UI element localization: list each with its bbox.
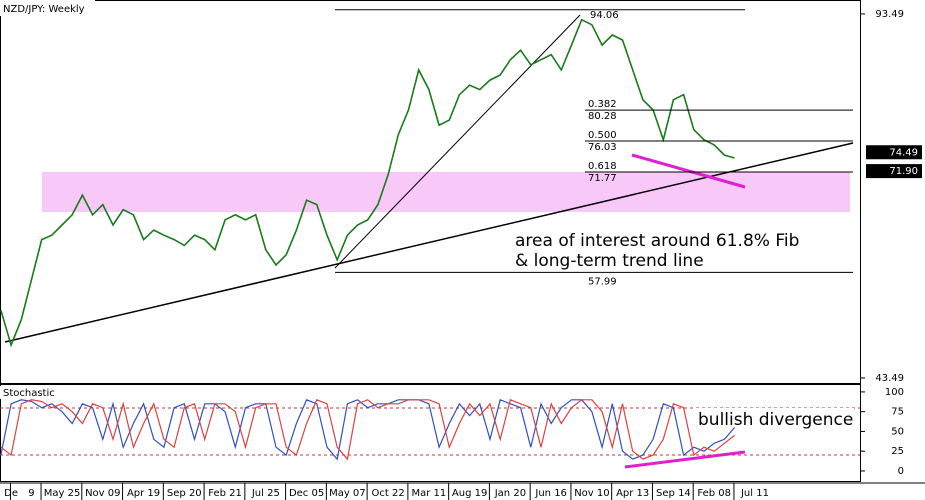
annotation-bg <box>694 408 854 432</box>
y-tick-label: 0 <box>898 466 904 477</box>
fib-line <box>334 14 581 269</box>
x-tick-label: Apr 19 <box>127 488 160 499</box>
x-tick-label: Oct 22 <box>372 488 405 499</box>
fib-ratio: 0.500 <box>588 130 617 141</box>
x-tick-label: Jul 25 <box>251 488 280 499</box>
title-bg <box>0 0 95 16</box>
x-tick-label: May 07 <box>329 488 366 499</box>
x-tick-label: Dec 05 <box>289 488 324 499</box>
x-tick-label: Mar 11 <box>411 488 446 499</box>
fib-price: 80.28 <box>588 111 617 122</box>
stoch-title: Stochastic <box>3 388 55 399</box>
x-tick-label: May 25 <box>44 488 81 499</box>
title-bg <box>0 386 57 399</box>
x-tick-label: Sep 20 <box>167 488 202 499</box>
y-tick-label: 75 <box>891 407 904 418</box>
x-tick-label: Aug 19 <box>452 488 487 499</box>
fib-price: 71.77 <box>588 173 617 184</box>
x-tick-label: Feb 08 <box>697 488 731 499</box>
y-tick-label: 25 <box>891 446 904 457</box>
fib-ratio: 0.618 <box>588 161 617 172</box>
fib-label: 94.06 <box>590 10 619 21</box>
stoch-frame <box>0 384 861 482</box>
y-tick-label: 43.49 <box>875 373 904 384</box>
series-line <box>0 398 736 461</box>
main-frame <box>0 0 861 384</box>
chart-title: NZD/JPY: Weekly <box>3 4 85 15</box>
y-tick-label: 50 <box>891 426 904 437</box>
x-tick-label: Jun 16 <box>534 488 567 499</box>
x-tick-label: Nov 10 <box>574 488 609 499</box>
price-tag-label: 71.90 <box>889 166 918 177</box>
x-tick-label: Jan 20 <box>494 488 526 499</box>
fib-ratio: 0.382 <box>588 99 617 110</box>
series-line <box>0 398 735 461</box>
y-tick-label: 100 <box>885 387 904 398</box>
divergence-line <box>631 153 746 189</box>
x-tick-label: Jul 11 <box>740 488 769 499</box>
annotation: & long-term trend line <box>515 251 704 271</box>
divergence-line <box>624 450 746 469</box>
x-tick-label: De <box>4 488 18 499</box>
price-tag <box>866 164 922 179</box>
price-tag <box>866 145 922 160</box>
price-tag-label: 74.49 <box>889 147 918 158</box>
x-tick-label: Apr 13 <box>616 488 649 499</box>
fib-label: 57.99 <box>588 276 617 287</box>
annotation: bullish divergence <box>698 410 853 430</box>
y-tick-label: 93.49 <box>875 9 904 20</box>
x-tick-label: 9 <box>28 488 34 499</box>
fib-price: 76.03 <box>588 142 617 153</box>
x-tick-label: Sep 14 <box>656 488 691 499</box>
annotation: area of interest around 61.8% Fib <box>515 231 799 251</box>
x-tick-label: Nov 09 <box>85 488 120 499</box>
series-line <box>0 18 735 348</box>
x-tick-label: Feb 21 <box>208 488 242 499</box>
zone <box>42 172 850 212</box>
